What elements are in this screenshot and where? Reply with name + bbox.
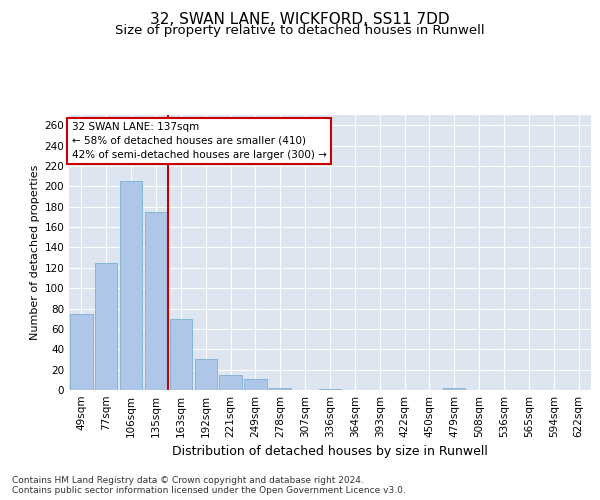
- Y-axis label: Number of detached properties: Number of detached properties: [30, 165, 40, 340]
- Bar: [70, 314, 92, 390]
- Bar: [145, 212, 167, 390]
- Bar: [244, 379, 266, 390]
- Bar: [269, 388, 292, 390]
- Bar: [194, 360, 217, 390]
- Bar: [170, 318, 192, 390]
- Bar: [319, 389, 341, 390]
- Bar: [95, 262, 118, 390]
- Text: Size of property relative to detached houses in Runwell: Size of property relative to detached ho…: [115, 24, 485, 37]
- Bar: [120, 181, 142, 390]
- X-axis label: Distribution of detached houses by size in Runwell: Distribution of detached houses by size …: [172, 446, 488, 458]
- Bar: [443, 388, 466, 390]
- Text: 32, SWAN LANE, WICKFORD, SS11 7DD: 32, SWAN LANE, WICKFORD, SS11 7DD: [150, 12, 450, 28]
- Bar: [220, 374, 242, 390]
- Text: Contains HM Land Registry data © Crown copyright and database right 2024.
Contai: Contains HM Land Registry data © Crown c…: [12, 476, 406, 495]
- Text: 32 SWAN LANE: 137sqm
← 58% of detached houses are smaller (410)
42% of semi-deta: 32 SWAN LANE: 137sqm ← 58% of detached h…: [71, 122, 326, 160]
